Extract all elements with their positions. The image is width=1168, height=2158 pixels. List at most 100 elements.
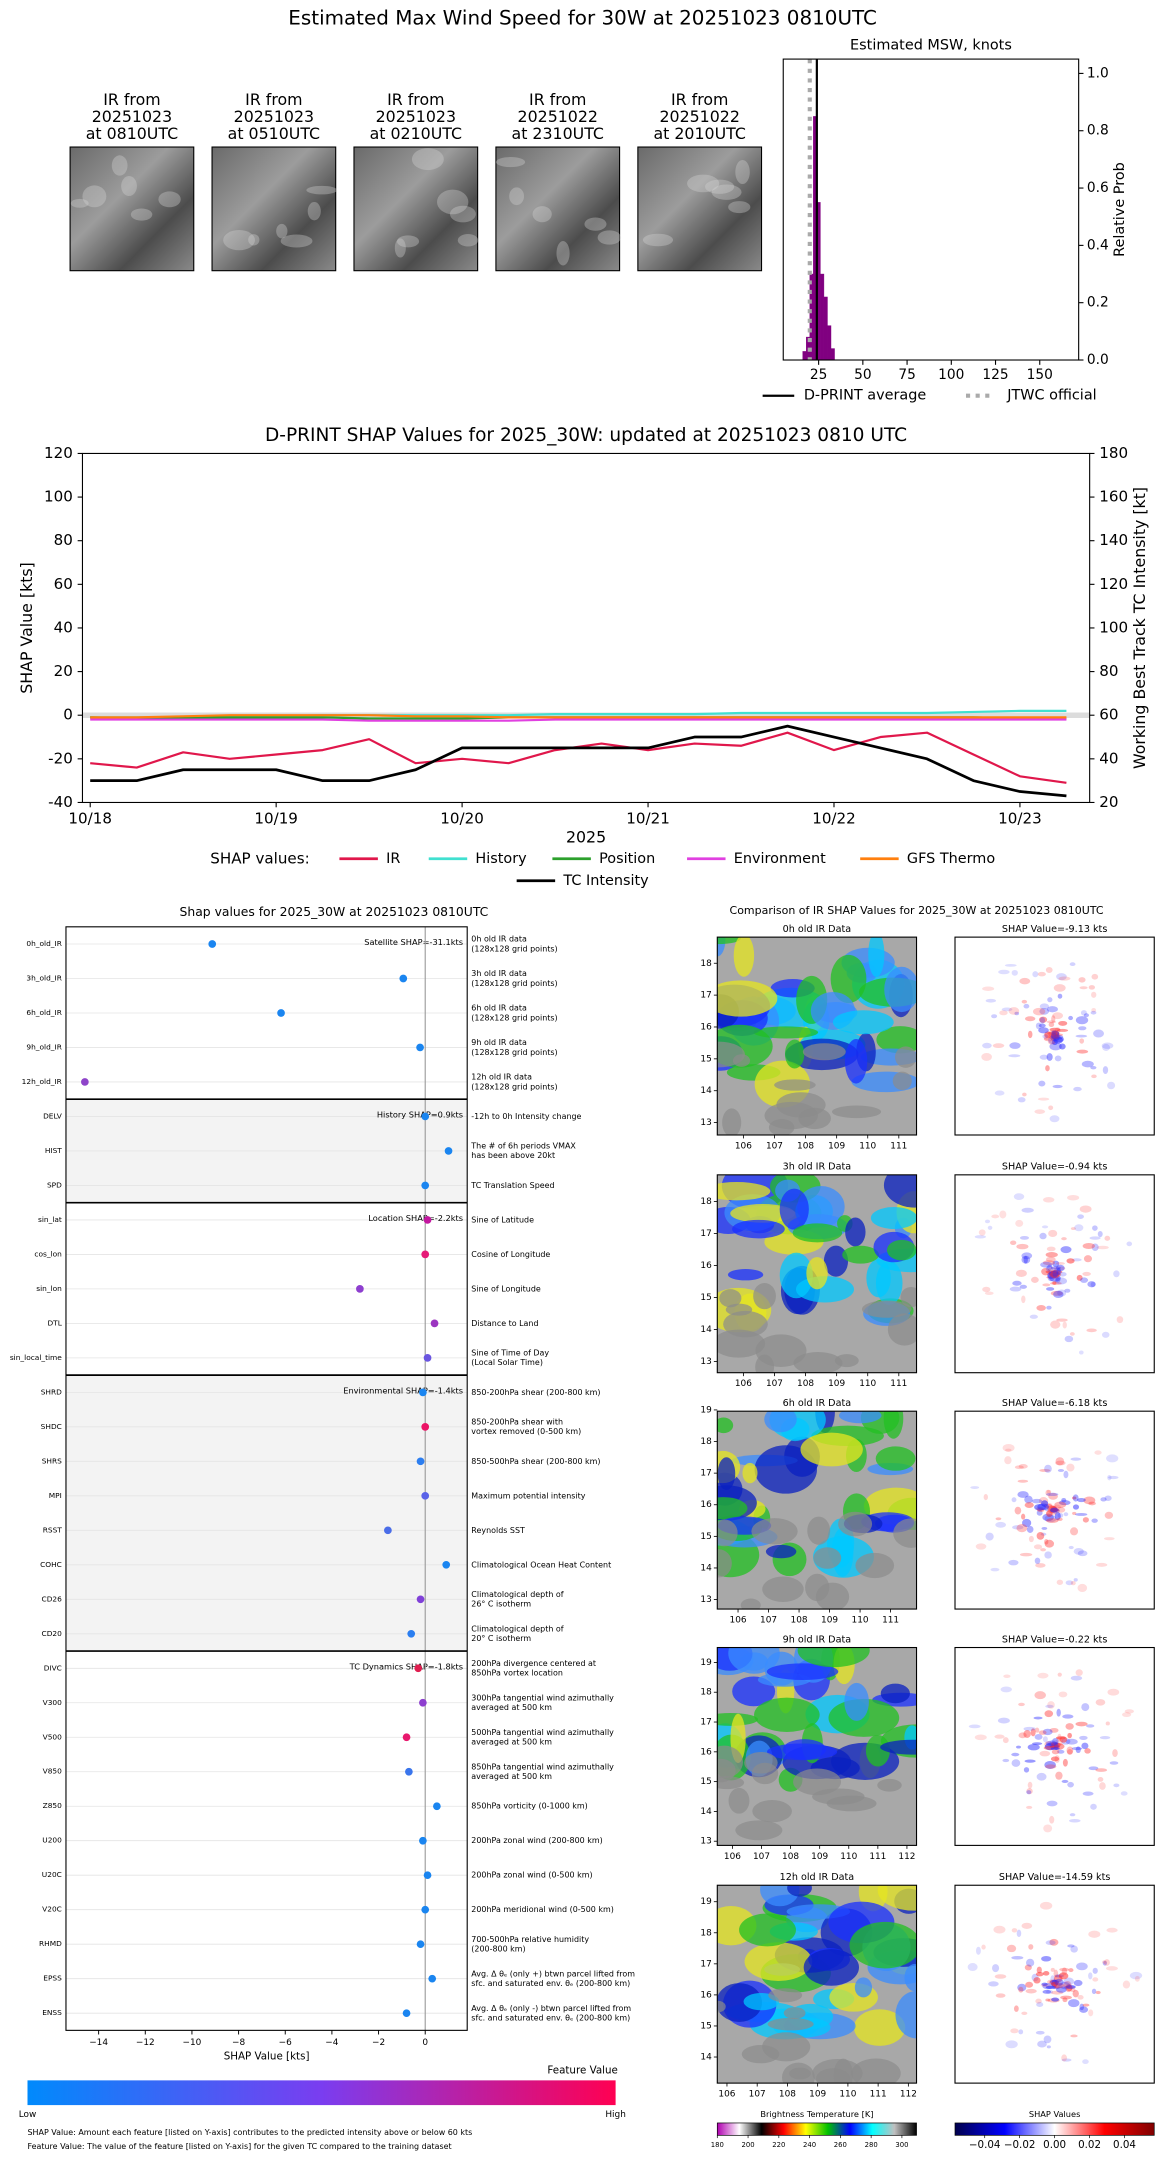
shap-blob	[1050, 1266, 1061, 1270]
ir-cloud	[717, 1983, 763, 2023]
shap-blob	[1024, 1502, 1034, 1508]
shap-blob	[1048, 1492, 1058, 1500]
shap-map-title: SHAP Value=-0.94 kts	[1002, 1162, 1107, 1173]
shap-blob	[1048, 1021, 1055, 1028]
x-tick-label: 107	[760, 1616, 777, 1626]
y-tick-label: 14	[700, 1807, 712, 1817]
feature-description: -12h to 0h Intensity change	[471, 1112, 581, 1121]
shap-blob	[1026, 1958, 1035, 1967]
shap-blob	[1105, 1721, 1110, 1726]
colorbar-tick-label: −0.04	[969, 2139, 1001, 2151]
shap-blob	[1061, 1779, 1069, 1784]
shap-blob	[1070, 1580, 1076, 1586]
ir-cloud	[754, 1697, 820, 1732]
shap-blob	[1129, 1971, 1143, 1980]
shap-blob	[1046, 1305, 1052, 1310]
panel-title: 0h old IR Data	[783, 924, 852, 935]
axes-frame	[954, 1884, 1155, 2084]
shap-blob	[1008, 1007, 1020, 1015]
y-tick-label: 16	[700, 1990, 712, 2000]
feature-description: Climatological Ocean Heat Content	[471, 1560, 611, 1569]
shap-blob	[1045, 1265, 1054, 1272]
shap-blob	[1062, 1997, 1068, 2003]
y-axis-label: Relative Prob	[1112, 162, 1128, 257]
y2-tick-label: 100	[1099, 618, 1128, 636]
shap-blob	[1039, 1750, 1051, 1757]
shap-blob	[1064, 1335, 1074, 1343]
shap-blob	[1083, 1255, 1093, 1263]
shap-blob	[984, 1291, 994, 1296]
x-tick-label: 75	[898, 367, 915, 383]
shap-blob	[1022, 1092, 1027, 1097]
shap-blob	[1041, 1225, 1049, 1229]
y-tick-label: 0	[63, 706, 73, 724]
axes-frame	[716, 1410, 918, 1610]
shap-blob	[1095, 1990, 1101, 1995]
x-tick-label: 111	[890, 1379, 907, 1389]
ir-clear	[887, 1313, 917, 1346]
shap-dot	[423, 1354, 432, 1362]
shap-blob	[1034, 1691, 1046, 1700]
shap-blob	[1035, 2030, 1045, 2035]
histogram-bar	[823, 296, 828, 361]
y-tick-label: 18	[700, 1688, 712, 1698]
ir-cloud	[765, 1544, 797, 1559]
shap-dot	[208, 940, 217, 948]
shap-blob	[1021, 1207, 1034, 1213]
shap-blob	[1023, 1730, 1031, 1738]
y-tick-label: 15	[700, 1293, 711, 1303]
y-tick-label: 18	[700, 959, 712, 969]
figure-title: Estimated Max Wind Speed for 30W at 2025…	[288, 7, 877, 30]
shap-blob	[1056, 1318, 1068, 1322]
shap-blob	[1050, 1281, 1062, 1285]
feature-label: EPSS	[43, 1974, 62, 1983]
cloud-texture	[728, 201, 751, 214]
shap-blob	[1021, 1255, 1031, 1264]
x-tick-label: 110	[852, 1616, 869, 1626]
colorbar-high: High	[605, 2110, 626, 2120]
legend-label: D-PRINT average	[804, 388, 927, 404]
shap-blob	[1077, 1550, 1088, 1557]
shap-blob	[1018, 1732, 1027, 1739]
shap-blob	[1011, 1497, 1017, 1503]
feature-description: 300hPa tangential wind azimuthally	[471, 1693, 614, 1702]
shap-blob	[1042, 1034, 1048, 1039]
ir-clear	[717, 1041, 745, 1068]
shap-blob	[982, 986, 995, 991]
feature-label: 9h_old_IR	[26, 1042, 61, 1051]
shap-blob	[1083, 1496, 1096, 1505]
y2-tick-label: 120	[1099, 575, 1128, 593]
feature-label: 0h_old_IR	[26, 939, 61, 948]
feature-description: 850-500hPa shear (200-800 km)	[471, 1457, 600, 1466]
shap-blob	[1016, 1243, 1029, 1250]
shap-blob	[1024, 1016, 1036, 1022]
shap-blob	[1051, 1990, 1064, 1995]
x-tick-label: 111	[869, 1852, 886, 1862]
shap-blob	[1054, 1266, 1066, 1271]
x-tick-label: −12	[136, 2038, 155, 2048]
shap-blob	[1088, 1972, 1093, 1980]
colorbar-tick-label: 0.04	[1113, 2139, 1136, 2151]
feature-description: Sine of Latitude	[471, 1215, 534, 1224]
feature-label: RHMD	[39, 1939, 62, 1948]
shap-blob	[1046, 1489, 1052, 1494]
colorbar	[716, 2122, 917, 2136]
shap-blob	[1011, 1956, 1024, 1960]
shap-blob	[1026, 1790, 1032, 1795]
ir-cloud	[883, 1411, 904, 1439]
chart-title: Shap values for 2025_30W at 20251023 081…	[180, 905, 489, 919]
shap-blob	[1070, 1527, 1079, 1536]
shap-blob	[1055, 1736, 1066, 1740]
shap-blob	[984, 1219, 991, 1224]
shap-map-title: SHAP Value=-14.59 kts	[999, 1872, 1111, 1883]
shap-blob	[1107, 1688, 1120, 1696]
ir-cloud	[784, 1039, 805, 1069]
histogram-bar	[830, 348, 835, 361]
shap-dot	[277, 1009, 285, 1017]
feature-label: CD26	[42, 1594, 63, 1603]
feature-label: SHRD	[41, 1387, 62, 1396]
shap-blob	[1046, 1006, 1058, 1013]
shap-blob	[1069, 1813, 1076, 1817]
ir-cloud	[753, 1026, 819, 1039]
shap-blob	[1036, 1532, 1045, 1540]
